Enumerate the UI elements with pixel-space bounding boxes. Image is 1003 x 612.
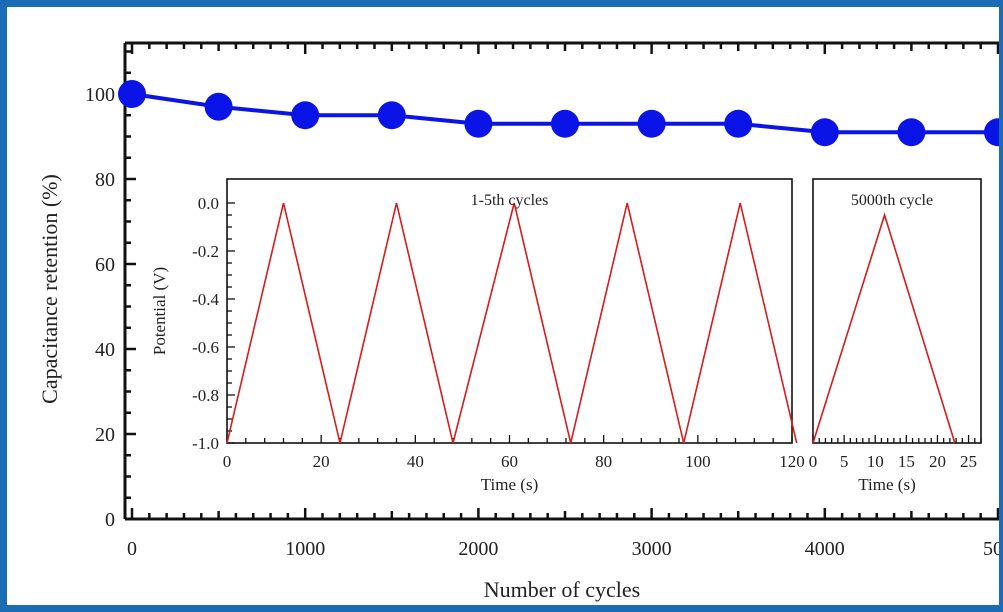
inset-x-axis-title: Time (s): [858, 475, 915, 494]
x-tick-label: 2000: [458, 538, 498, 560]
inset-y-tick-label: -0.6: [192, 338, 219, 357]
data-point-main: [551, 109, 579, 138]
inset-series-line: [812, 212, 956, 444]
inset-series-line: [226, 202, 798, 444]
inset-y-tick-label: -0.8: [192, 386, 219, 405]
inset-x-tick-label: 10: [867, 452, 884, 471]
y-axis-title: Capacitance retention (%): [37, 174, 62, 404]
inset-annotation: 5000th cycle: [851, 192, 933, 209]
inset-x-tick-label: 5: [840, 452, 849, 471]
inset-x-tick-label: 120: [779, 452, 805, 471]
inset-x-tick-label: 100: [685, 452, 711, 471]
data-point-main: [637, 109, 666, 138]
inset-x-tick-label: 80: [595, 452, 612, 471]
data-point-main: [118, 80, 146, 108]
inset-frame: [812, 178, 982, 444]
inset-y-tick-label: -0.4: [192, 290, 219, 309]
data-point-main: [377, 101, 406, 130]
data-point-main: [897, 118, 926, 147]
inset-x-tick-label: 15: [898, 452, 915, 471]
y-tick-label: 80: [95, 169, 115, 191]
inset-x-tick-label: 20: [313, 452, 330, 471]
data-point-main: [464, 109, 493, 138]
data-point-main: [291, 101, 320, 130]
inset-x-tick-label: 20: [929, 452, 946, 471]
x-tick-label: 3000: [632, 538, 672, 560]
x-axis-title: Number of cycles: [484, 577, 640, 602]
data-point-main: [204, 92, 233, 121]
inset-x-tick-label: 0: [223, 452, 232, 471]
inset-y-tick-label: -1.0: [192, 434, 219, 453]
x-tick-label: 500: [983, 538, 1003, 560]
data-point-main: [724, 109, 753, 138]
main-chart: 02040608010001000200030004000500Number o…: [37, 41, 1003, 602]
inset-y-axis-title: Potential (V): [150, 267, 169, 355]
y-tick-label: 60: [95, 254, 115, 276]
chart-svg: 02040608010001000200030004000500Number o…: [37, 41, 1003, 602]
y-tick-label: 40: [95, 339, 115, 361]
inset-x-axis-title: Time (s): [481, 475, 538, 494]
inset-chart-1: 0 20 40 60 80 100 120 Time (s) 0.0 -0.2 -0.4 -0.6 -0…: [150, 178, 805, 494]
inset-y-tick-label: 0.0: [198, 194, 219, 213]
inset-x-tick-label: 25: [960, 452, 977, 471]
x-tick-label: 4000: [805, 538, 845, 560]
inset-chart-2: 0 5 10 15 20 25 Time (s) 5000th cycle: [809, 178, 982, 494]
data-point-main: [984, 118, 999, 147]
x-tick-label: 0: [127, 538, 137, 560]
inset-x-tick-label: 40: [407, 452, 424, 471]
y-tick-label: 100: [85, 84, 115, 106]
inset-annotation: 1-5th cycles: [471, 192, 549, 209]
x-tick-label: 1000: [285, 538, 325, 560]
inset-x-tick-label: 60: [501, 452, 518, 471]
inset-x-tick-label: 0: [809, 452, 818, 471]
y-tick-label: 20: [95, 424, 115, 446]
data-point-main: [810, 118, 839, 147]
inset-y-tick-label: -0.2: [192, 242, 219, 261]
y-tick-label: 0: [105, 509, 115, 531]
